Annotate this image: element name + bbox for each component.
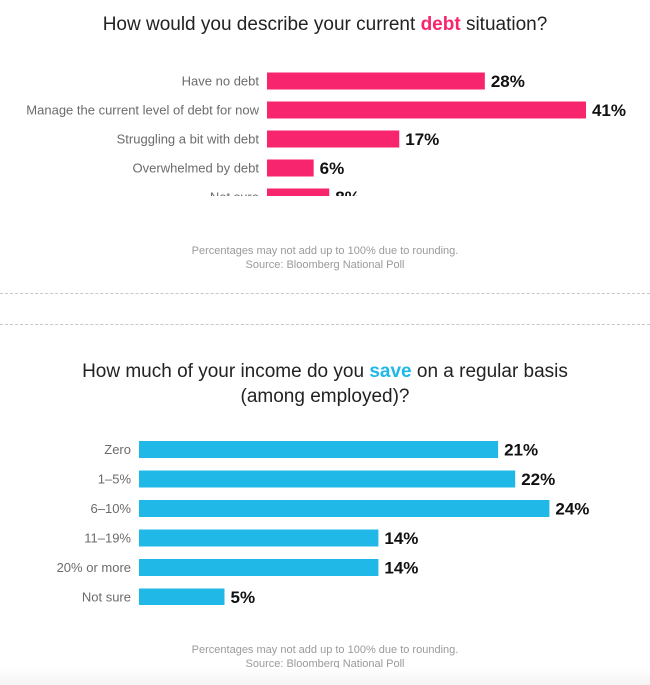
value-label: 5% (231, 588, 256, 605)
category-label: Not sure (82, 590, 131, 605)
category-label: Manage the current level of debt for now (26, 103, 259, 118)
bar (139, 559, 379, 576)
debt-bar-chart: Have no debt 28% Manage the current level … (26, 72, 626, 197)
bar (267, 159, 314, 177)
bar (267, 72, 485, 90)
value-label: 28% (491, 72, 525, 91)
save-chart-notes: Percentages may not add up to 100% due t… (0, 643, 650, 671)
debt-chart-notes: Percentages may not add up to 100% due t… (0, 244, 650, 272)
value-label: 6% (320, 159, 345, 178)
debt-title-text-after: situation? (460, 14, 548, 35)
debt-source-note: Source: Bloomberg National Poll (245, 259, 405, 271)
category-label: 11–19% (84, 531, 131, 546)
section-divider-bottom (0, 324, 650, 325)
category-label: 1–5% (98, 472, 132, 487)
debt-rounding-note: Percentages may not add up to 100% due t… (191, 245, 459, 257)
value-label: 22% (521, 470, 555, 489)
value-label: 14% (384, 529, 418, 548)
category-label: Zero (104, 442, 131, 457)
save-title-line2: (among employed)? (240, 386, 410, 407)
value-label: 24% (555, 500, 589, 519)
category-label: 20% or more (57, 560, 131, 575)
value-label: 21% (504, 441, 538, 460)
debt-chart-panel: How would you describe your current debt… (0, 0, 650, 290)
value-label: 41% (592, 101, 626, 120)
category-label: 6–10% (91, 501, 132, 516)
save-title-highlight: save (369, 361, 412, 382)
bar (267, 188, 330, 196)
save-chart-title: How much of your income do you save on a… (0, 359, 650, 409)
bar (267, 130, 400, 148)
save-chart-panel: How much of your income do you save on a… (0, 325, 650, 685)
section-divider-top (0, 293, 650, 294)
category-label: Not sure (210, 190, 259, 197)
category-label: Have no debt (182, 74, 260, 89)
debt-title-text-before: How would you describe your current (102, 14, 421, 35)
save-title-text-before: How much of your income do you (82, 361, 370, 382)
value-label: 8% (335, 188, 360, 196)
save-bar-chart: Zero 21% 1–5% 22% 6–10% 24% 11–19% 14% 20% or mo… (57, 441, 589, 605)
value-label: 14% (384, 559, 418, 578)
save-title-text-after: on a regular basis (411, 361, 568, 382)
debt-title-highlight: debt (420, 14, 461, 35)
debt-chart-title: How would you describe your current debt… (0, 12, 650, 37)
value-label: 17% (405, 130, 439, 149)
bottom-fade (0, 668, 650, 685)
bar (139, 441, 499, 458)
bar (139, 588, 225, 605)
bar (139, 529, 379, 547)
save-title-line1: How much of your income do you save on a… (0, 359, 650, 384)
save-rounding-note: Percentages may not add up to 100% due t… (191, 644, 459, 656)
category-label: Overwhelmed by debt (133, 161, 260, 176)
save-source-note: Source: Bloomberg National Poll (245, 658, 405, 670)
category-label: Struggling a bit with debt (117, 132, 260, 147)
bar (267, 101, 586, 119)
bar (139, 500, 550, 517)
bar (139, 470, 516, 488)
